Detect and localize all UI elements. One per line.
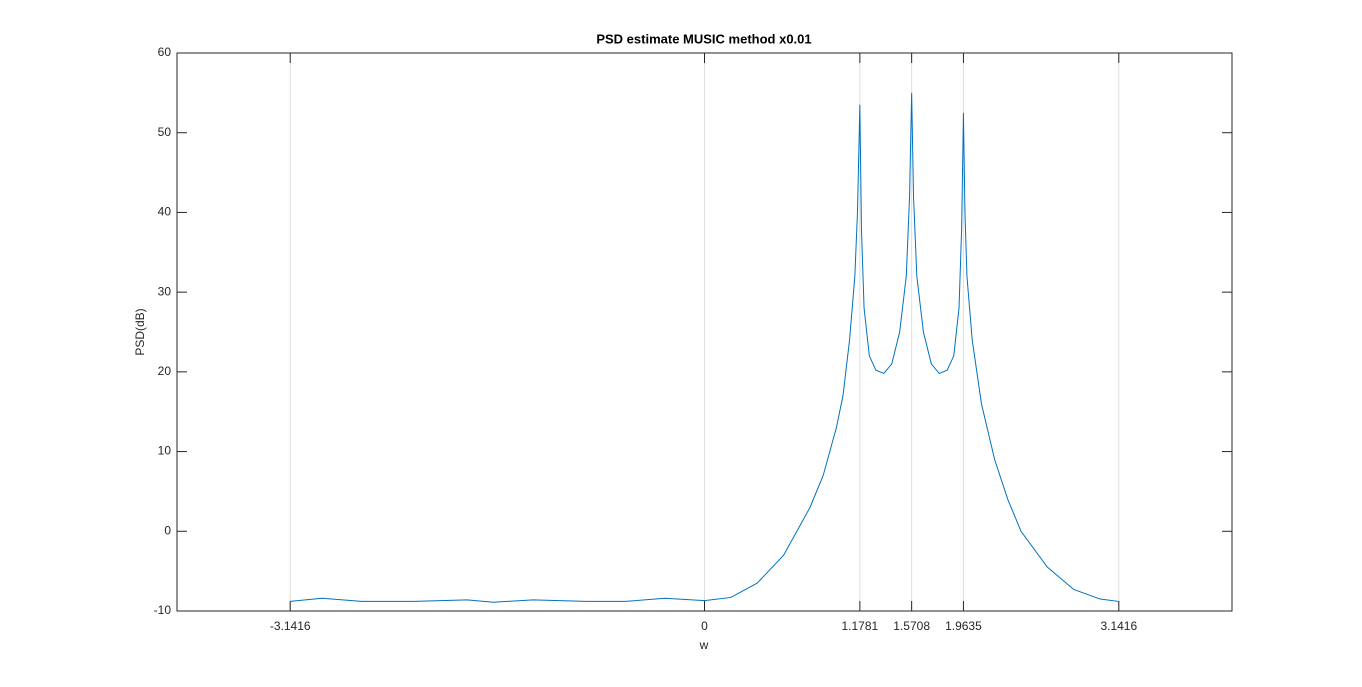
x-tick-label: -3.1416: [270, 619, 311, 633]
x-axis-label: w: [699, 638, 709, 652]
y-axis-label: PSD(dB): [133, 308, 147, 355]
plot-box: [176, 52, 1233, 612]
y-tick-label: 0: [164, 523, 171, 537]
x-tick-label: 1.9635: [945, 619, 982, 633]
y-tick-label: 20: [158, 364, 172, 378]
x-tick-label: 1.5708: [893, 619, 930, 633]
line-series: [290, 92, 1119, 603]
y-tick-label: 40: [158, 205, 172, 219]
chart-title: PSD estimate MUSIC method x0.01: [596, 31, 811, 46]
y-tick-label: 10: [158, 444, 172, 458]
x-tick-label: 0: [701, 619, 708, 633]
y-tick-label: 50: [158, 125, 172, 139]
x-tick-label: 3.1416: [1100, 619, 1137, 633]
y-tick-label: 60: [158, 45, 172, 59]
y-tick-label: 30: [158, 284, 172, 298]
x-tick-label: 1.1781: [842, 619, 879, 633]
y-tick-label: -10: [154, 603, 172, 617]
